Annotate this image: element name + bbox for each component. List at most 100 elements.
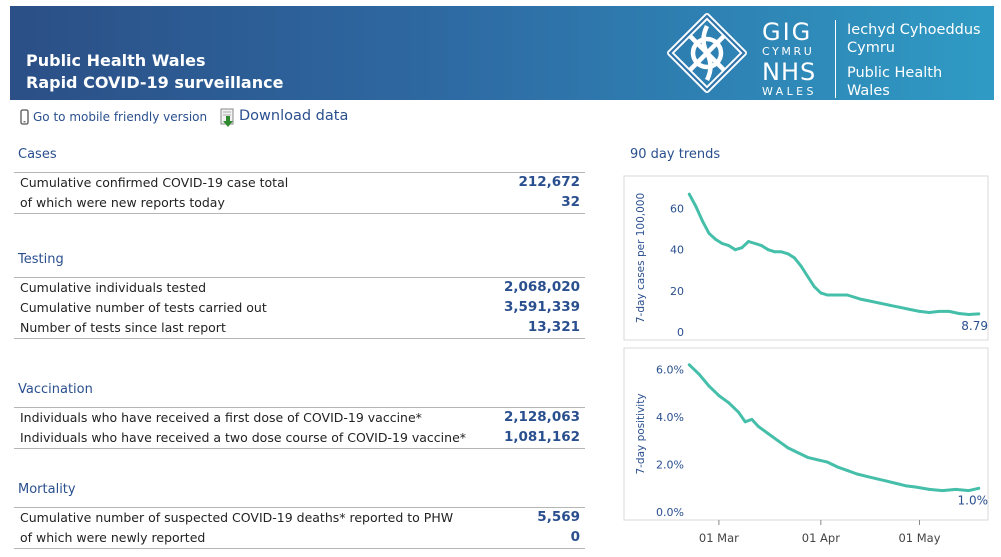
data-point: [957, 312, 961, 315]
data-point: [766, 432, 770, 435]
data-point: [750, 418, 754, 421]
logo-gig: GIG: [762, 18, 813, 46]
cases-section-title: Cases: [18, 147, 57, 162]
data-point: [826, 460, 829, 464]
data-point: [786, 446, 790, 450]
series-line: [687, 363, 981, 493]
data-point: [898, 305, 902, 309]
data-point: [835, 465, 839, 469]
data-point: [895, 482, 898, 485]
mortality-section-title: Mortality: [18, 482, 76, 497]
data-point: [845, 293, 849, 297]
header-title: Public Health Wales: [26, 51, 206, 70]
data-point: [743, 420, 747, 424]
table-row: Cumulative confirmed COVID-19 case total…: [14, 173, 585, 193]
data-point: [727, 244, 731, 247]
data-point: [812, 285, 816, 289]
data-point: [928, 488, 931, 491]
row-value: 2,128,063: [503, 409, 580, 425]
download-data-link[interactable]: Download data: [239, 108, 349, 124]
data-point: [793, 256, 796, 260]
y-tick-label: 60: [670, 203, 684, 216]
cases-table: Cumulative confirmed COVID-19 case total…: [14, 172, 585, 214]
row-value: 5,569: [537, 509, 580, 525]
data-point: [875, 477, 879, 481]
data-point: [865, 475, 869, 478]
y-tick-label: 4.0%: [656, 411, 684, 424]
data-point: [760, 244, 763, 247]
vaccination-section-title: Vaccination: [18, 382, 93, 397]
data-point: [885, 479, 888, 483]
mobile-version-link[interactable]: Go to mobile friendly version: [33, 110, 208, 124]
row-value: 32: [561, 194, 580, 210]
data-point: [707, 231, 711, 235]
download-icon: [220, 108, 234, 127]
data-point: [697, 372, 701, 376]
trend-charts: 0 20 40 60 7-day cases per 100,000 8.79 0.0% 2.…: [623, 175, 989, 545]
row-value: 3,591,339: [503, 299, 580, 315]
data-point: [855, 472, 859, 476]
data-point: [967, 489, 971, 492]
data-point: [757, 425, 760, 428]
table-row: of which were newly reported 0: [14, 528, 585, 548]
table-row: Cumulative number of tests carried out 3…: [14, 298, 585, 318]
logo-org-line1: Iechyd Cyhoeddus: [847, 22, 981, 38]
data-point: [687, 192, 691, 196]
data-point: [852, 295, 856, 299]
row-label: Cumulative number of suspected COVID-19 …: [20, 510, 454, 525]
testing-section-title: Testing: [18, 252, 64, 267]
data-point: [858, 297, 862, 301]
y-axis-label: 7-day positivity: [635, 393, 647, 474]
data-point: [947, 310, 951, 313]
logo-org-line2: Cymru: [847, 40, 895, 56]
end-value-label: 8.79: [961, 319, 988, 333]
data-point: [737, 410, 740, 414]
data-point: [701, 219, 704, 223]
table-row: Individuals who have received a two dose…: [14, 428, 585, 448]
data-point: [839, 293, 842, 297]
data-point: [888, 303, 892, 307]
y-axis-label: 7-day cases per 100,000: [635, 193, 647, 323]
mortality-table: Cumulative number of suspected COVID-19 …: [14, 507, 585, 549]
data-point: [776, 439, 780, 443]
data-point: [707, 384, 711, 388]
logo-org-line4: Wales: [847, 83, 890, 99]
table-row: of which were new reports today 32: [14, 193, 585, 213]
row-label: of which were newly reported: [20, 530, 206, 545]
nhs-wales-knot-logo-icon: [667, 13, 747, 93]
y-tick-label: 0.0%: [656, 506, 684, 519]
logo-cymru: CYMRU: [762, 45, 815, 58]
data-point: [799, 264, 803, 268]
row-label: Individuals who have received a two dose…: [20, 430, 467, 445]
chart-frame: [623, 347, 989, 521]
data-point: [766, 248, 770, 252]
y-tick-label: 6.0%: [656, 364, 684, 377]
data-point: [905, 484, 908, 488]
trends-title: 90 day trends: [630, 147, 721, 162]
row-label: of which were new reports today: [20, 195, 225, 210]
data-point: [928, 311, 931, 314]
table-row: Individuals who have received a first do…: [14, 408, 585, 428]
end-value-label: 1.0%: [958, 493, 989, 507]
data-point: [937, 310, 941, 313]
data-point: [806, 275, 810, 278]
logo-divider: [835, 20, 836, 98]
data-point: [747, 240, 750, 243]
x-tick-label: 01 Mar: [699, 531, 739, 545]
data-point: [845, 469, 849, 472]
header-subtitle: Rapid COVID-19 surveillance: [26, 73, 284, 92]
data-point: [753, 242, 757, 245]
data-point: [687, 363, 691, 367]
row-label: Cumulative confirmed COVID-19 case total: [20, 175, 289, 190]
logo-org-line3: Public Health: [847, 65, 943, 81]
data-point: [796, 451, 800, 454]
data-point: [967, 313, 971, 316]
data-point: [786, 252, 790, 256]
data-point: [868, 299, 872, 303]
data-point: [908, 308, 911, 311]
data-point: [727, 401, 731, 405]
vaccination-table: Individuals who have received a first do…: [14, 407, 585, 449]
data-point: [977, 486, 981, 490]
row-label: Individuals who have received a first do…: [20, 410, 422, 425]
y-tick-label: 20: [670, 285, 684, 298]
